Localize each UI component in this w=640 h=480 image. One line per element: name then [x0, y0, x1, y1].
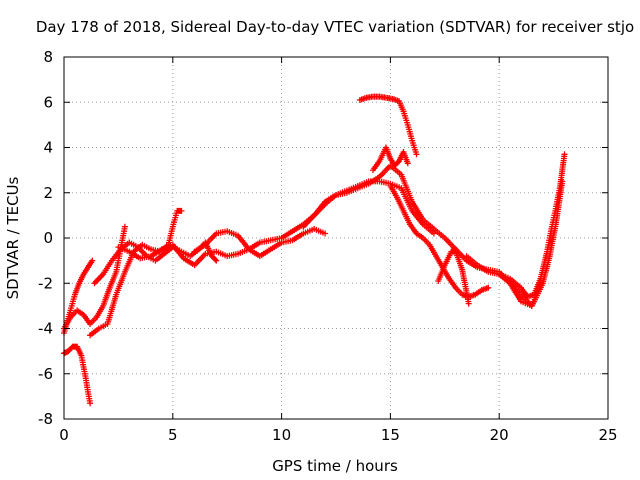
- axis-ticks: 0 5 10 15 20 25 -8 -6 -4 -2 0 2 4 6 8: [38, 48, 618, 444]
- y-tick-label: 4: [43, 139, 53, 157]
- y-tick-label: -2: [38, 274, 53, 292]
- grid-lines: [64, 57, 608, 419]
- chart-title: Day 178 of 2018, Sidereal Day-to-day VTE…: [36, 18, 634, 36]
- series-trace-4: [87, 207, 185, 339]
- series-trace-6: [115, 225, 329, 269]
- data-point-markers: [87, 207, 185, 339]
- y-tick-label: -8: [38, 410, 53, 428]
- series-trace-10: [370, 144, 411, 174]
- x-tick-label: 20: [490, 426, 509, 444]
- y-tick-label: 6: [43, 93, 53, 111]
- series-trace-9: [356, 93, 420, 158]
- series-trace-3: [61, 223, 128, 332]
- series-trace-12: [435, 248, 472, 307]
- data-point-markers: [61, 223, 128, 332]
- series-trace-14: [496, 178, 566, 309]
- y-tick-label: 0: [43, 229, 53, 247]
- y-axis-label: SDTVAR / TECUs: [4, 176, 22, 299]
- data-point-markers: [496, 178, 566, 309]
- y-tick-label: -6: [38, 365, 53, 383]
- data-point-markers: [356, 93, 420, 158]
- series-trace-13: [463, 151, 568, 300]
- data-points: [61, 93, 568, 407]
- y-tick-label: 2: [43, 184, 53, 202]
- data-point-markers: [387, 183, 492, 300]
- data-point-markers: [435, 248, 472, 307]
- x-axis-label: GPS time / hours: [272, 457, 398, 475]
- data-point-markers: [463, 151, 568, 300]
- y-tick-label: 8: [43, 48, 53, 66]
- data-point-markers: [370, 144, 411, 174]
- x-tick-label: 25: [598, 426, 617, 444]
- y-tick-label: -4: [38, 320, 53, 338]
- x-tick-label: 15: [381, 426, 400, 444]
- data-point-markers: [115, 225, 329, 269]
- x-tick-label: 0: [59, 426, 69, 444]
- x-tick-label: 10: [272, 426, 291, 444]
- series-trace-1: [61, 343, 94, 407]
- series-trace-11: [387, 183, 492, 300]
- x-tick-label: 5: [168, 426, 178, 444]
- data-point-markers: [61, 343, 94, 407]
